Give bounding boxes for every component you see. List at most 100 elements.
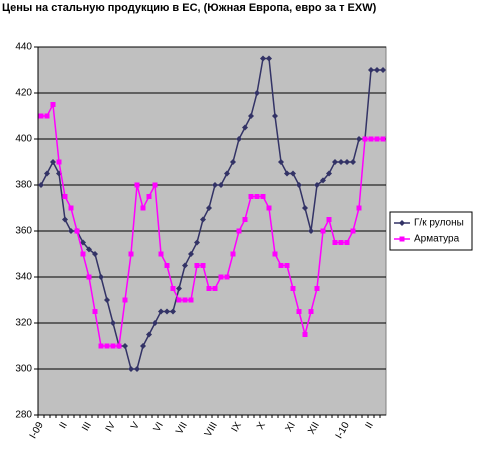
point <box>86 274 92 280</box>
y-tick-label: 400 <box>15 134 32 145</box>
x-tick-label: VII <box>174 420 190 436</box>
point <box>326 217 332 222</box>
point <box>38 182 44 188</box>
legend-label: Арматура <box>414 234 460 245</box>
point <box>320 228 326 234</box>
point <box>254 90 260 96</box>
point <box>122 343 128 349</box>
point <box>272 113 278 119</box>
point <box>344 240 350 245</box>
point <box>284 170 290 177</box>
point <box>200 216 206 223</box>
point <box>50 159 56 165</box>
x-tick-label: IV <box>104 420 118 434</box>
x-tick-label: VIII <box>203 420 220 439</box>
point <box>152 182 158 188</box>
x-tick-label: II <box>58 420 70 430</box>
point <box>104 343 110 349</box>
point <box>230 159 236 165</box>
point <box>182 262 188 269</box>
point <box>314 286 320 291</box>
point <box>302 205 308 211</box>
legend-box <box>389 211 473 251</box>
point <box>50 102 56 107</box>
point <box>98 274 104 280</box>
point <box>80 251 86 257</box>
point <box>68 205 74 211</box>
point <box>206 205 212 211</box>
point <box>290 286 296 291</box>
y-tick-label: 300 <box>15 364 32 375</box>
point <box>236 228 242 234</box>
point <box>272 251 278 257</box>
x-tick-label: XI <box>284 420 298 434</box>
point <box>194 263 200 268</box>
point <box>104 297 110 303</box>
point <box>266 205 272 211</box>
point <box>326 170 332 177</box>
point <box>176 297 182 303</box>
x-tick-label: III <box>80 420 94 433</box>
legend-marker <box>399 220 405 226</box>
point <box>170 308 176 315</box>
point <box>62 194 68 199</box>
legend-label: Г/к рулоны <box>414 218 464 229</box>
point <box>170 286 176 291</box>
point <box>260 55 266 62</box>
point <box>140 343 146 349</box>
point <box>224 274 230 280</box>
point <box>368 67 374 73</box>
point <box>110 343 116 349</box>
point <box>164 308 170 315</box>
point <box>134 182 140 188</box>
point <box>182 297 188 303</box>
point <box>242 124 248 131</box>
point <box>188 297 194 303</box>
point <box>314 182 320 188</box>
x-tick-label: I-10 <box>334 420 352 441</box>
point <box>332 240 338 245</box>
point <box>146 194 152 199</box>
point <box>152 320 158 326</box>
point <box>380 67 386 73</box>
x-tick-label: V <box>129 420 142 432</box>
point <box>380 136 386 142</box>
point <box>86 246 92 253</box>
point <box>92 251 98 257</box>
point <box>134 366 140 372</box>
point <box>188 251 194 257</box>
point <box>164 263 170 268</box>
point <box>338 159 344 165</box>
point <box>146 331 152 338</box>
point <box>242 217 248 222</box>
point <box>254 194 260 199</box>
x-tick-label: I-09 <box>28 420 46 441</box>
y-tick-label: 380 <box>15 180 32 191</box>
point <box>266 55 272 62</box>
point <box>218 274 224 280</box>
point <box>344 159 350 165</box>
point <box>212 286 218 291</box>
y-tick-label: 340 <box>15 272 32 283</box>
y-tick-label: 420 <box>15 88 32 99</box>
point <box>122 297 128 303</box>
point <box>284 263 290 268</box>
y-tick-label: 440 <box>15 42 32 53</box>
legend-marker <box>399 236 405 242</box>
point <box>362 136 368 142</box>
point <box>80 239 86 246</box>
point <box>338 240 344 245</box>
point <box>194 239 200 246</box>
point <box>248 113 254 119</box>
point <box>218 182 224 188</box>
point <box>260 194 266 199</box>
point <box>206 286 212 291</box>
point <box>350 159 356 165</box>
point <box>320 177 326 184</box>
x-tick-label: IX <box>230 420 244 434</box>
point <box>116 343 122 349</box>
point <box>44 113 50 119</box>
point <box>308 309 314 314</box>
point <box>224 170 230 177</box>
